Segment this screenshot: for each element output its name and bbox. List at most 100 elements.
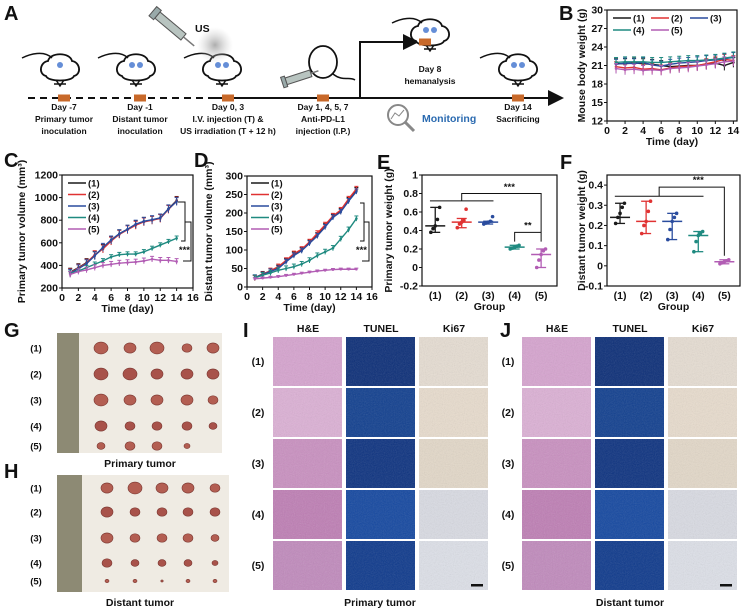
data-point	[134, 252, 137, 256]
tunel-image	[346, 439, 415, 488]
x-tick-label: 14	[351, 291, 363, 303]
tumor	[183, 443, 191, 449]
row-label: (2)	[30, 508, 42, 519]
data-point	[462, 218, 466, 223]
panel-label-d: D	[194, 150, 208, 172]
group-5	[714, 257, 735, 266]
tumor	[123, 342, 137, 354]
data-point	[300, 249, 303, 253]
tumor	[156, 533, 168, 543]
x-tick-label: 2	[75, 292, 81, 304]
x-tick-label: 12	[709, 125, 721, 137]
timeline-desc: inoculation	[117, 126, 162, 136]
data-point	[670, 219, 674, 224]
data-point	[323, 225, 327, 229]
photo-primary-tumor: (1) (2) (3) (4) (5) Primary tumor	[30, 333, 222, 470]
data-point	[175, 236, 178, 240]
panel-label-i: I	[243, 320, 249, 342]
tunel-image	[595, 490, 664, 539]
significance-bracket	[178, 201, 186, 242]
data-point	[323, 269, 327, 272]
he-image	[273, 337, 342, 386]
tumor	[181, 343, 193, 353]
data-point	[464, 207, 468, 212]
data-point	[276, 275, 280, 278]
x-tick-label: 8	[307, 291, 313, 303]
he-image	[522, 541, 591, 590]
mouse-icon	[97, 52, 156, 88]
timeline-marker	[134, 94, 146, 102]
data-point	[175, 260, 178, 263]
data-point	[623, 68, 627, 72]
series-5	[252, 267, 359, 281]
group-4	[688, 229, 709, 254]
panel-label-a: A	[4, 3, 18, 25]
tumor	[207, 395, 219, 405]
data-point	[614, 61, 618, 64]
legend-label: (1)	[633, 14, 645, 25]
data-point	[347, 267, 350, 271]
tumor	[160, 579, 164, 583]
series-line	[615, 60, 734, 72]
data-point	[167, 259, 170, 262]
timeline-desc: Distant tumor	[112, 114, 168, 124]
y-tick-label: 150	[225, 226, 243, 238]
he-image	[273, 439, 342, 488]
ki67-image	[668, 388, 737, 437]
y-tick-label: -0.2	[400, 281, 418, 293]
data-point	[292, 265, 296, 268]
legend-label: (5)	[88, 225, 100, 236]
data-point	[433, 224, 438, 228]
timeline-marker	[317, 94, 329, 102]
tumor	[122, 367, 138, 381]
timeline-day: Day 1, 4, 5, 7	[297, 102, 348, 112]
ki67-image	[419, 490, 488, 539]
data-point	[158, 243, 162, 247]
data-point	[705, 63, 708, 67]
data-point	[646, 209, 651, 214]
tumor	[209, 483, 221, 493]
significance-bracket	[183, 221, 192, 262]
data-point	[355, 190, 358, 193]
significance-bracket	[614, 186, 725, 256]
data-point	[316, 254, 319, 257]
data-point	[284, 260, 288, 264]
y-tick-label: 800	[40, 215, 58, 227]
data-point	[723, 60, 726, 64]
legend-entry: (1)	[251, 179, 283, 190]
legend-entry: (3)	[690, 14, 722, 25]
data-point	[150, 257, 154, 261]
data-point	[339, 210, 343, 214]
x-tick-label: (4)	[508, 290, 521, 302]
y-axis-label: Primary tumor volume (mm³)	[16, 160, 28, 304]
legend-entry: (3)	[68, 202, 100, 213]
significance-label: **	[524, 221, 532, 232]
tunel-image	[346, 490, 415, 539]
y-tick-label: 300	[225, 171, 243, 183]
data-point	[101, 259, 105, 263]
x-tick-label: (3)	[666, 290, 679, 302]
x-tick-label: (1)	[614, 290, 627, 302]
legend-entry: (2)	[651, 14, 683, 25]
tunel-image	[595, 439, 664, 488]
tunel-image	[346, 388, 415, 437]
y-tick-label: 18	[591, 79, 603, 91]
histology-distant-caption: Distant tumor	[596, 597, 664, 609]
he-image	[273, 388, 342, 437]
data-point	[109, 262, 113, 266]
x-tick-label: 6	[291, 291, 297, 303]
row-label: (4)	[30, 559, 42, 570]
x-tick-label: (2)	[455, 290, 468, 302]
tumor	[127, 481, 143, 495]
series-line	[615, 56, 734, 64]
timeline-panel: US Day -7 Primary tumor inoculation Day -1 D…	[21, 5, 564, 136]
data-point	[85, 268, 88, 272]
x-tick-label: 2	[260, 291, 266, 303]
data-point	[347, 199, 350, 203]
data-point	[618, 211, 622, 216]
timeline-desc: Primary tumor	[35, 114, 94, 124]
x-tick-label: (5)	[718, 290, 731, 302]
timeline-marker	[419, 38, 431, 46]
ki67-image	[668, 439, 737, 488]
data-point	[455, 225, 460, 230]
